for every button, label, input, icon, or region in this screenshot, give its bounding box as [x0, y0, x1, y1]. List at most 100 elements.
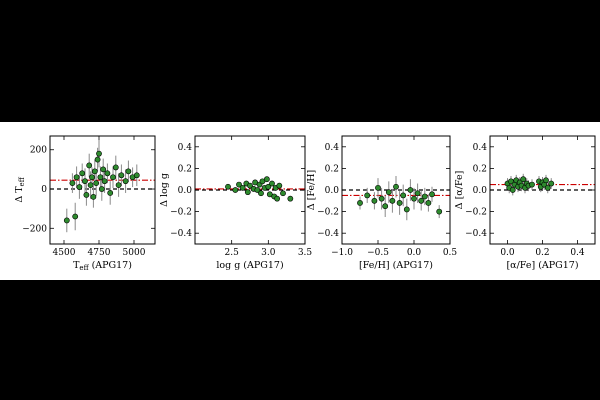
data-point	[72, 213, 79, 220]
data-point	[263, 176, 270, 183]
data-point	[101, 178, 108, 185]
data-point	[98, 186, 105, 192]
data-point	[378, 195, 385, 202]
x-tick-label: 5000	[123, 248, 146, 258]
data-point	[96, 150, 102, 157]
y-axis-label: Δ [α/Fe]	[454, 171, 465, 210]
data-point	[94, 156, 101, 163]
data-point	[403, 206, 410, 213]
data-point	[529, 181, 535, 188]
y-tick-label: 0.0	[325, 186, 340, 196]
y-axis-label: Δ Teff	[14, 176, 26, 202]
data-point	[93, 180, 100, 187]
data-point	[122, 178, 129, 185]
y-tick-label: 0.4	[178, 143, 193, 153]
data-point	[112, 164, 119, 171]
data-point	[247, 182, 253, 189]
data-point	[364, 192, 371, 199]
data-point	[225, 183, 231, 190]
data-point	[400, 192, 407, 199]
panel-alphafe: 0.0 0.2 0.4 −0.4 −0.2 0.0 0.2 0.4 [α/Fe] (APG17)…	[454, 135, 596, 271]
x-tick-label: 0.4	[570, 248, 585, 258]
y-axis-label: Δ [Fe/H]	[306, 170, 317, 210]
data-point	[76, 184, 83, 190]
data-point	[520, 176, 527, 183]
data-point	[239, 184, 246, 191]
data-point	[418, 197, 425, 204]
data-point	[86, 162, 93, 169]
y-tick-label: −0.4	[170, 229, 192, 239]
data-point	[73, 174, 80, 181]
x-axis-label: [Fe/H] (APG17)	[359, 260, 433, 271]
y-tick-label: 0.2	[325, 164, 339, 174]
data-point	[125, 168, 132, 175]
y-tick-label: 0	[41, 185, 47, 195]
data-point	[389, 197, 396, 204]
y-axis-label: Δ log g	[159, 173, 170, 207]
data-point	[254, 187, 261, 193]
x-axis-label: [α/Fe] (APG17)	[506, 260, 578, 271]
data-point	[382, 203, 389, 210]
y-tick-label: −200	[22, 224, 47, 234]
x-axis-label: log g (APG17)	[216, 260, 283, 271]
data-point	[232, 187, 239, 193]
data-point	[544, 184, 551, 191]
axes-frame	[49, 135, 156, 245]
x-tick-label: 3.5	[298, 248, 313, 258]
data-point	[97, 174, 104, 181]
data-point	[421, 193, 428, 200]
data-point	[115, 182, 122, 188]
data-point	[411, 195, 417, 202]
y-tick-label: −0.2	[317, 208, 339, 218]
data-point	[79, 170, 86, 177]
y-tick-label: −0.2	[170, 208, 192, 218]
data-point	[396, 200, 403, 206]
four-panel-scatter-figure: 4500 4750 5000 −200 0 200 Teff (APG17) Δ Teff 2.…	[14, 135, 596, 272]
x-tick-label: −0.5	[367, 248, 389, 258]
data-point	[104, 170, 111, 177]
data-point	[393, 183, 399, 190]
data-point	[280, 190, 286, 197]
data-point	[91, 168, 98, 175]
data-point	[236, 181, 242, 188]
panel-logg: 2.5 3.0 3.5 −0.4 −0.2 0.0 0.2 0.4 log g (APG17) Δ…	[159, 135, 313, 271]
data-point	[357, 200, 363, 206]
data-point	[90, 193, 97, 200]
data-point	[133, 172, 140, 179]
data-point	[407, 187, 414, 193]
panel-feh: −1.0 −0.5 0.0 0.5 −0.4 −0.2 0.0 0.2 0.4 [Fe/H] (A…	[306, 135, 457, 271]
x-tick-label: 4750	[88, 248, 111, 258]
y-tick-label: 0.2	[178, 164, 192, 174]
data-point	[414, 190, 421, 197]
data-point	[429, 191, 435, 198]
y-tick-label: −0.2	[465, 208, 487, 218]
data-point	[110, 174, 116, 181]
data-point	[82, 178, 88, 185]
figure-panel: 4500 4750 5000 −200 0 200 Teff (APG17) Δ Teff 2.…	[0, 122, 600, 280]
x-axis-label: Teff (APG17)	[73, 260, 132, 272]
data-point	[276, 182, 283, 189]
y-tick-label: −0.4	[465, 229, 487, 239]
data-point	[258, 190, 264, 197]
data-point	[87, 182, 94, 188]
x-tick-label: −1.0	[331, 248, 353, 258]
x-tick-label: 0.2	[535, 248, 549, 258]
y-tick-label: −0.4	[317, 229, 339, 239]
x-tick-label: 3.0	[261, 248, 276, 258]
y-tick-label: 0.2	[473, 164, 487, 174]
data-point	[107, 190, 114, 196]
data-point	[385, 189, 392, 196]
data-point	[244, 189, 251, 196]
x-tick-label: 0.0	[500, 248, 515, 258]
data-point	[287, 195, 294, 202]
data-point	[100, 166, 107, 173]
data-point	[436, 208, 443, 215]
x-tick-label: 2.5	[225, 248, 240, 258]
data-point	[425, 200, 432, 206]
y-tick-label: 0.4	[473, 143, 488, 153]
data-point	[371, 197, 378, 204]
x-tick-label: 0.0	[407, 248, 422, 258]
data-point	[265, 183, 272, 190]
data-point	[375, 184, 381, 191]
panel-teff: 4500 4750 5000 −200 0 200 Teff (APG17) Δ Teff	[14, 135, 156, 272]
